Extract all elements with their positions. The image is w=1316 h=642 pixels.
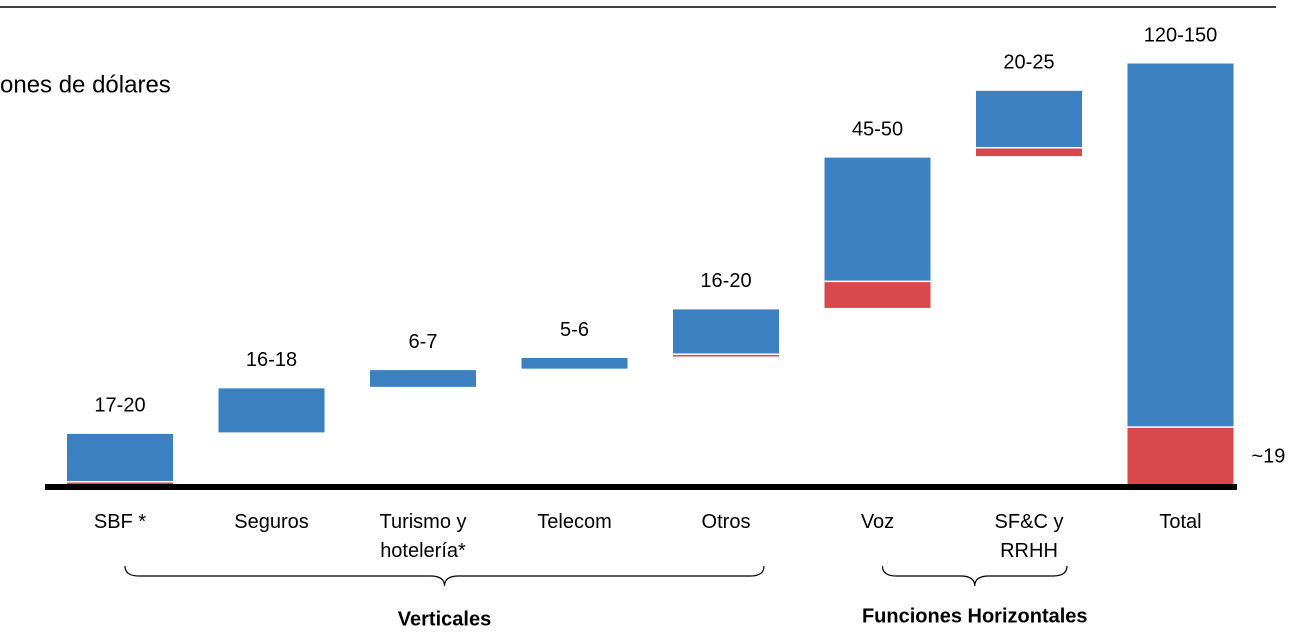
range-label: 120-150 — [1144, 24, 1217, 46]
group-brace — [881, 565, 1068, 587]
bar-segment — [824, 282, 931, 308]
bar-segment — [824, 157, 931, 281]
range-label: 16-20 — [700, 270, 751, 292]
x-tick-label: Telecom — [537, 511, 612, 533]
bar-segment — [521, 357, 628, 369]
bar-segment — [673, 309, 779, 354]
range-label: 16-18 — [246, 349, 297, 371]
range-label: 17-20 — [94, 395, 145, 417]
bar-segment — [976, 148, 1082, 157]
bar-segment — [67, 482, 173, 484]
x-tick-label: Voz — [860, 511, 895, 533]
group-brace — [124, 565, 765, 587]
bar-segment — [673, 354, 779, 357]
range-label: 6-7 — [409, 331, 438, 353]
x-tick-label: Total — [1159, 511, 1202, 533]
x-tick-label: SF&C y RRHH — [994, 511, 1064, 562]
range-label: 45-50 — [852, 118, 903, 140]
bar-segment — [1127, 63, 1234, 427]
group-label: Verticales — [398, 608, 491, 630]
group-label: Funciones Horizontales — [862, 605, 1088, 627]
chart-title: ones de dólares — [0, 71, 171, 98]
x-tick-label: Turismo y hotelería* — [379, 511, 467, 562]
range-label: 20-25 — [1003, 52, 1054, 74]
range-label: 5-6 — [560, 319, 589, 341]
x-tick-label: SBF * — [93, 511, 147, 533]
x-tick-label: Otros — [701, 511, 751, 533]
bar-segment — [1127, 427, 1234, 484]
bar-segment — [976, 90, 1082, 148]
bar-segment — [370, 370, 476, 387]
bar-segment — [67, 433, 173, 481]
x-tick-label: Seguros — [234, 511, 309, 533]
data-label: ~19 — [1252, 445, 1286, 467]
bar-segment — [218, 388, 325, 433]
